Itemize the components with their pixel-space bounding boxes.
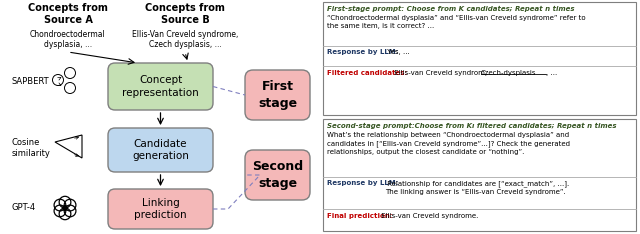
Text: First-stage prompt: Choose from K candidates; Repeat n times: First-stage prompt: Choose from K candid… [327, 6, 575, 12]
Text: Yes, ...: Yes, ... [385, 49, 410, 55]
FancyBboxPatch shape [245, 70, 310, 120]
Text: Final prediction:: Final prediction: [327, 213, 392, 219]
Text: Concepts from
Source A: Concepts from Source A [28, 3, 108, 25]
Text: Relationship for candidates are [“exact_match”, ...].
The linking answer is “Ell: Relationship for candidates are [“exact_… [385, 180, 569, 195]
Text: Concept
representation: Concept representation [122, 75, 199, 98]
Text: “Chondroectodermal dysplasia” and “Ellis-van Creveld syndrome” refer to
the same: “Chondroectodermal dysplasia” and “Ellis… [327, 15, 586, 29]
Text: Filtered candidates:: Filtered candidates: [327, 70, 407, 76]
Circle shape [65, 67, 76, 78]
Text: Ellis-Van Creveld syndrome,
Czech dysplasis, ...: Ellis-Van Creveld syndrome, Czech dyspla… [132, 30, 238, 49]
FancyBboxPatch shape [323, 119, 636, 231]
Text: SAPBERT: SAPBERT [12, 77, 50, 87]
FancyBboxPatch shape [108, 63, 213, 110]
FancyBboxPatch shape [108, 128, 213, 172]
Text: Linking
prediction: Linking prediction [134, 198, 187, 220]
Text: What’s the relationship between “Chondroectodermal dysplasia” and
candidates in : What’s the relationship between “Chondro… [327, 132, 570, 155]
Circle shape [63, 206, 67, 210]
Text: , ...: , ... [546, 70, 557, 76]
Text: Ellis-van Creveld syndrom,: Ellis-van Creveld syndrom, [392, 70, 490, 76]
Text: Second-stage prompt:Choose from Kı filtered candidates; Repeat n times: Second-stage prompt:Choose from Kı filte… [327, 123, 616, 129]
Text: Cosine
similarity: Cosine similarity [12, 138, 51, 158]
Text: Concepts from
Source B: Concepts from Source B [145, 3, 225, 25]
Text: Second
stage: Second stage [252, 161, 303, 190]
Text: Candidate
generation: Candidate generation [132, 139, 189, 161]
FancyBboxPatch shape [323, 2, 636, 115]
Text: First
stage: First stage [258, 80, 297, 110]
FancyBboxPatch shape [245, 150, 310, 200]
Text: Response by LLM:: Response by LLM: [327, 49, 398, 55]
Text: Chondroectodermal
dysplasia, ...: Chondroectodermal dysplasia, ... [30, 30, 106, 49]
Text: Ellis-van Creveld syndrome.: Ellis-van Creveld syndrome. [379, 213, 478, 219]
Circle shape [52, 74, 63, 85]
Circle shape [65, 83, 76, 94]
FancyBboxPatch shape [108, 189, 213, 229]
Text: Response by LLM:: Response by LLM: [327, 180, 398, 186]
Text: GPT-4: GPT-4 [12, 204, 36, 212]
Text: Czech-dysplasis: Czech-dysplasis [481, 70, 536, 76]
